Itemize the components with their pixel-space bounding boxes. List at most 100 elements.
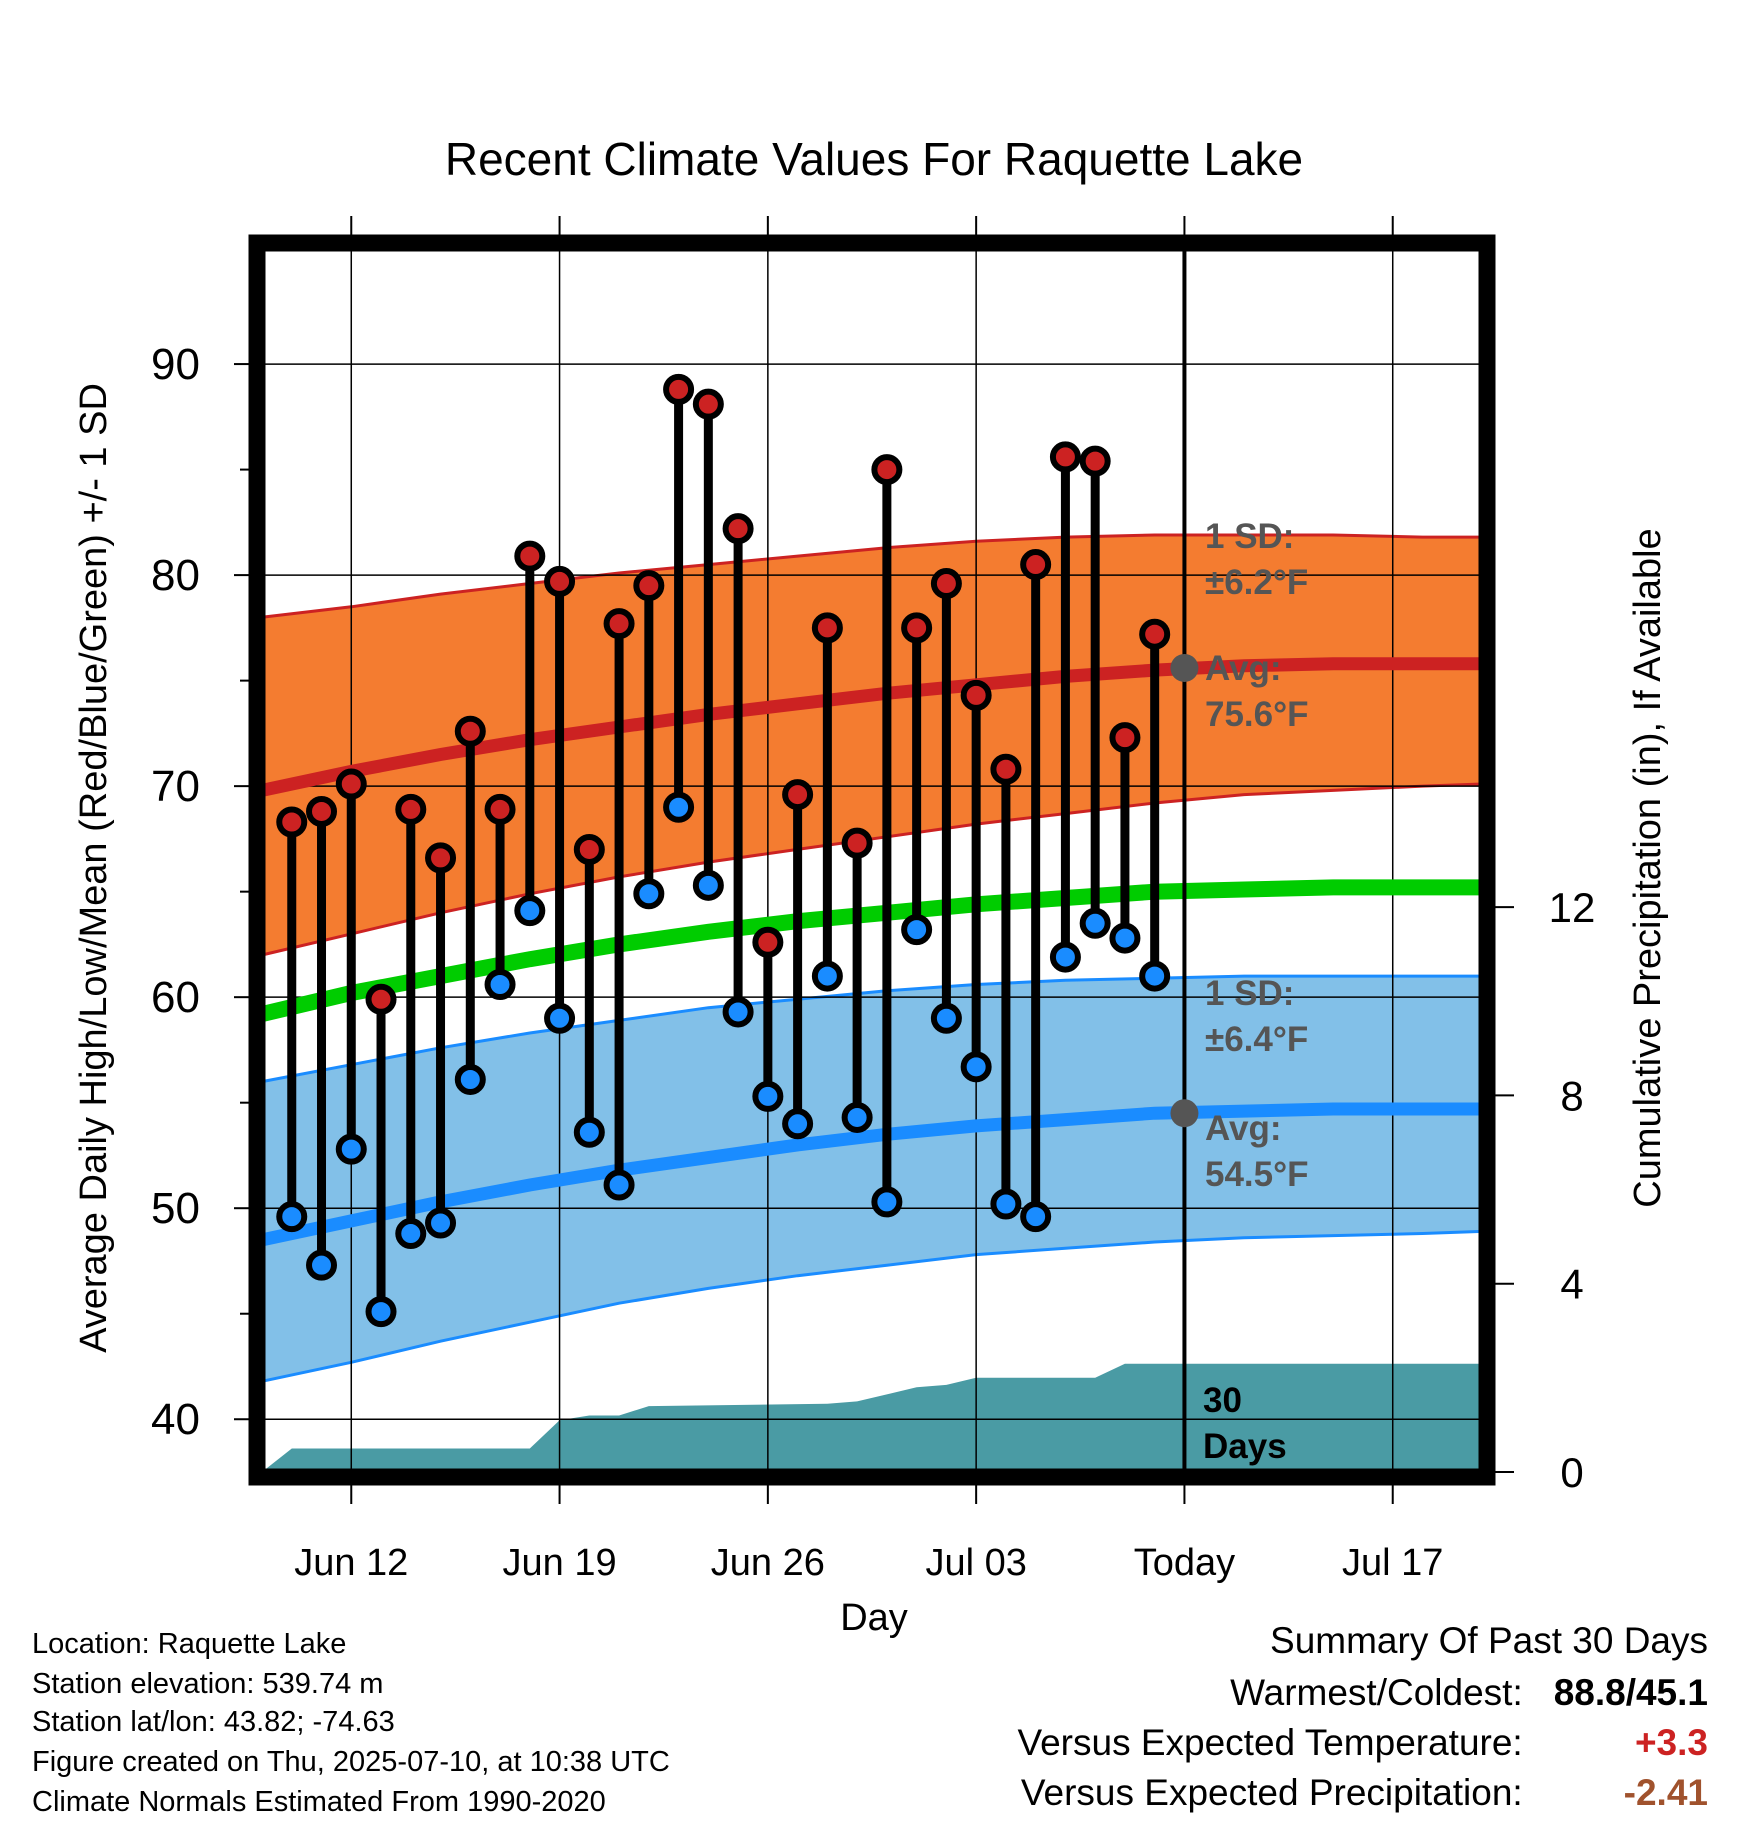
low-lower-edge: [261, 1229, 1483, 1383]
plot-frame: [248, 234, 1496, 1486]
y-axis-label-left: Average Daily High/Low/Mean (Red/Blue/Gr…: [73, 383, 115, 1353]
plot-area: 1 SD: ±6.2°F Avg: 75.6°F 1 SD: ±6.4°F Avg: 54.5…: [151, 216, 1595, 1584]
annotation-value: 75.6°F: [1205, 695, 1309, 734]
x-tick-label: Jun 26: [711, 1542, 825, 1584]
summary-title: Summary Of Past 30 Days: [1270, 1620, 1708, 1661]
observed-low-point: [425, 1207, 457, 1239]
x-tick-label: Jul 03: [925, 1542, 1026, 1584]
y-axis-label-right: Cumulative Precipitation (in), If Availa…: [1627, 528, 1669, 1207]
observed-high-point: [692, 388, 724, 420]
y-tick-label: 40: [151, 1395, 200, 1444]
y2-tick-label: 12: [1549, 884, 1596, 931]
observed-low-point: [871, 1186, 903, 1218]
observed-low-point: [990, 1188, 1022, 1220]
y-tick-label: 60: [151, 973, 200, 1022]
annotation-label: 1 SD:: [1205, 974, 1294, 1013]
created-text: Figure created on Thu, 2025-07-10, at 10…: [32, 1746, 670, 1778]
observed-high-point: [633, 570, 665, 602]
observed-high-point: [454, 715, 486, 747]
observed-high-point: [930, 568, 962, 600]
observed-low-point: [841, 1101, 873, 1133]
observed-low-point: [901, 914, 933, 946]
observed-low-point: [1079, 907, 1111, 939]
observed-high-point: [960, 679, 992, 711]
y2-tick-label: 4: [1560, 1261, 1583, 1308]
observed-low-point: [454, 1063, 486, 1095]
observed-low-point: [1049, 941, 1081, 973]
observed-high-point: [306, 795, 338, 827]
temp-anomaly-label: Versus Expected Temperature:: [1017, 1722, 1523, 1763]
observed-low-point: [573, 1116, 605, 1148]
x-tick-label: Today: [1134, 1542, 1235, 1584]
observed-low-point: [514, 895, 546, 927]
observed-high-point: [395, 793, 427, 825]
annotation-label: Avg:: [1205, 649, 1281, 688]
observed-low-point: [722, 996, 754, 1028]
observed-low-point: [663, 791, 695, 823]
observed-high-point: [722, 513, 754, 545]
observed-low-point: [306, 1249, 338, 1281]
y2-tick-label: 0: [1560, 1449, 1583, 1496]
observed-high-point: [663, 373, 695, 405]
normals-text: Climate Normals Estimated From 1990-2020: [32, 1786, 606, 1818]
high-sd-band: [262, 535, 1482, 955]
observed-high-point: [484, 793, 516, 825]
y-tick-label: 50: [151, 1184, 200, 1233]
observed-low-point: [692, 869, 724, 901]
latlon-text: Station lat/lon: 43.82; -74.63: [32, 1706, 395, 1738]
observed-high-point: [544, 565, 576, 597]
observed-low-point: [1109, 922, 1141, 954]
warmest-coldest-label: Warmest/Coldest:: [1230, 1672, 1523, 1713]
annotation-value: 54.5°F: [1205, 1155, 1309, 1194]
precip-anomaly-value: -2.41: [1623, 1772, 1708, 1813]
days-label-text: Days: [1203, 1427, 1287, 1466]
observed-high-point: [841, 827, 873, 859]
annotation-label: 1 SD:: [1205, 517, 1294, 556]
summary-precipitation: Versus Expected Precipitation: -2.41: [1021, 1772, 1708, 1814]
low-sd-band: [262, 976, 1482, 1382]
observed-low-point: [633, 878, 665, 910]
observed-low-point: [1139, 960, 1171, 992]
precip-anomaly-label: Versus Expected Precipitation:: [1020, 1772, 1523, 1813]
precipitation-area: [262, 1363, 1482, 1472]
observed-high-point: [365, 983, 397, 1015]
warmest-coldest-value: 88.8/45.1: [1553, 1672, 1708, 1713]
observed-high-point: [1079, 445, 1111, 477]
observed-low-point: [811, 960, 843, 992]
observed-high-point: [782, 779, 814, 811]
y2-tick-label: 8: [1560, 1072, 1583, 1119]
observed-high-point: [276, 806, 308, 838]
observed-high-point: [1139, 618, 1171, 650]
observed-high-point: [603, 608, 635, 640]
observed-high-point: [811, 612, 843, 644]
observed-high-point: [573, 833, 605, 865]
observed-high-point: [901, 612, 933, 644]
observed-low-point: [335, 1133, 367, 1165]
observed-low-point: [276, 1201, 308, 1233]
temp-anomaly-value: +3.3: [1634, 1722, 1708, 1763]
annotation-value: ±6.4°F: [1205, 1020, 1308, 1059]
x-tick-label: Jun 19: [503, 1542, 617, 1584]
observed-low-point: [365, 1296, 397, 1328]
observed-low-point: [1020, 1201, 1052, 1233]
y-tick-label: 80: [151, 551, 200, 600]
days-label-number: 30: [1203, 1381, 1242, 1420]
y-tick-label: 70: [151, 762, 200, 811]
observed-low-point: [930, 1002, 962, 1034]
chart-title: Recent Climate Values For Raquette Lake: [445, 133, 1303, 185]
y-tick-label: 90: [151, 340, 200, 389]
observed-low-point: [960, 1051, 992, 1083]
observed-high-point: [335, 768, 367, 800]
observed-high-point: [1049, 441, 1081, 473]
observed-high-point: [1020, 549, 1052, 581]
elevation-text: Station elevation: 539.74 m: [32, 1668, 384, 1700]
location-text: Location: Raquette Lake: [32, 1628, 347, 1660]
observed-high-point: [752, 926, 784, 958]
observed-high-point: [514, 540, 546, 572]
today-low-marker: [1170, 1099, 1199, 1128]
summary-warmest-coldest: Warmest/Coldest: 88.8/45.1: [1230, 1672, 1708, 1714]
observed-high-point: [871, 454, 903, 486]
annotation-value: ±6.2°F: [1205, 563, 1308, 602]
summary-temperature: Versus Expected Temperature: +3.3: [1017, 1722, 1708, 1764]
